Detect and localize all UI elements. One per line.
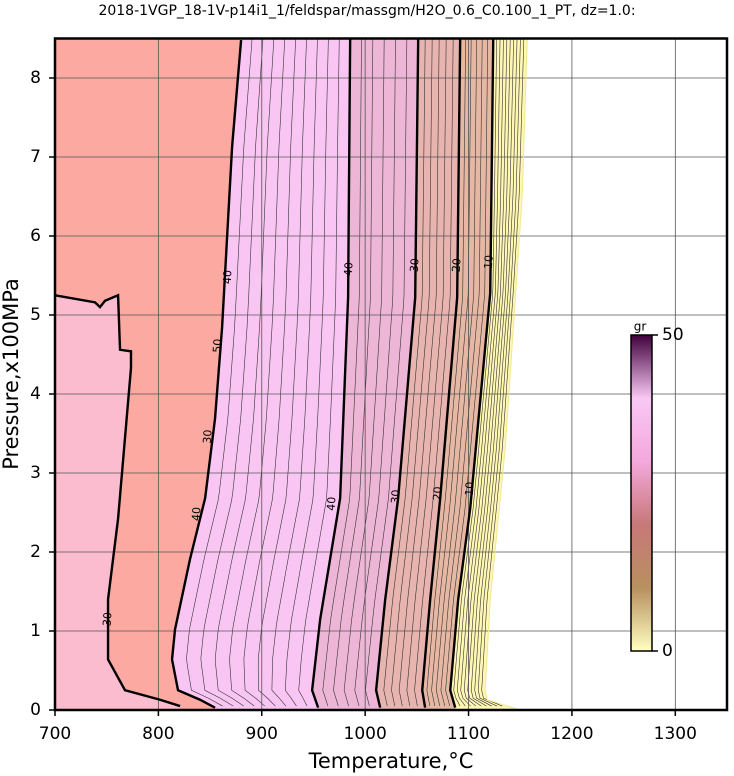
- contour-label: 40: [342, 262, 356, 277]
- fills: [55, 38, 727, 710]
- contour-label: 40: [190, 507, 204, 522]
- contour-label: 20: [450, 258, 464, 273]
- contour-line: [484, 38, 528, 710]
- x-tick-label: 1000: [344, 724, 387, 744]
- y-tick-label: 1: [30, 621, 41, 641]
- contour-label: 10: [482, 255, 496, 270]
- thin-contour: [214, 38, 275, 707]
- thin-contour: [398, 38, 440, 707]
- contour-label: 50: [211, 338, 225, 353]
- thin-contour: [271, 38, 318, 707]
- contours: [55, 38, 528, 710]
- thin-contour: [229, 38, 285, 707]
- thin-contour: [243, 38, 296, 707]
- thin-contours: [186, 38, 525, 707]
- y-tick-label: 2: [30, 542, 41, 562]
- contour-line: [170, 39, 243, 709]
- x-tick-label: 900: [246, 724, 278, 744]
- thin-contour: [365, 38, 408, 707]
- thin-contour: [257, 38, 307, 707]
- contour-line: [374, 38, 420, 708]
- contour-line: [421, 38, 462, 708]
- contour-line: [310, 38, 352, 709]
- colorbar: gr 0 50: [630, 320, 684, 661]
- thin-contour: [467, 38, 511, 707]
- contour-label: 20: [431, 486, 445, 501]
- thin-contour: [333, 38, 374, 707]
- contour-label: 40: [325, 496, 339, 511]
- colorbar-tick-label: 0: [662, 641, 673, 661]
- thin-contour: [343, 38, 385, 707]
- thin-contour: [456, 38, 501, 707]
- thin-contour: [463, 38, 508, 707]
- thin-contour: [186, 38, 253, 707]
- thin-contour: [298, 38, 340, 707]
- contour-line: [449, 38, 495, 708]
- thin-contour: [406, 38, 447, 707]
- x-tick-label: 800: [142, 724, 174, 744]
- y-tick-label: 0: [30, 700, 41, 720]
- thin-contour: [470, 38, 514, 707]
- chart-title: 2018-1VGP_18-1V-p14i1_1/feldspar/massgm/…: [98, 3, 635, 19]
- colorbar-tick-label: 50: [662, 325, 684, 345]
- y-axis-label: Pressure,x100MPa: [0, 278, 23, 470]
- thin-contour: [474, 38, 518, 707]
- y-tick-label: 7: [30, 147, 41, 167]
- thin-contour: [391, 38, 433, 707]
- y-tick-label: 3: [30, 463, 41, 483]
- y-tick-label: 8: [30, 68, 41, 88]
- contour-label: 30: [408, 258, 422, 273]
- thin-contour: [200, 38, 264, 707]
- x-tick-label: 1100: [447, 724, 490, 744]
- axes: 700 800 900 1000 1100 1200 1300 0 1 2 3 4 5 6 7 8: [30, 68, 697, 744]
- thin-contour: [414, 38, 454, 707]
- contour-label: 30: [201, 429, 215, 444]
- contour-labels: 30 40 50 30 40 40 40 30 30 20 20 10 10: [101, 255, 496, 627]
- y-tick-label: 5: [30, 305, 41, 325]
- thin-contour: [383, 38, 426, 707]
- x-axis-label: Temperature,°C: [308, 749, 474, 773]
- contour-label: 30: [389, 489, 403, 504]
- x-tick-label: 700: [39, 724, 71, 744]
- contour-label: 40: [221, 270, 235, 285]
- thin-contour: [322, 38, 362, 707]
- thin-contour: [435, 38, 477, 707]
- region-fill: [55, 295, 181, 710]
- colorbar-label: gr: [634, 320, 647, 334]
- thin-contour: [426, 38, 466, 707]
- contour-label: 10: [463, 481, 477, 496]
- thin-contour: [431, 38, 472, 707]
- thin-contour: [440, 38, 483, 707]
- colorbar-box: [630, 334, 653, 652]
- x-tick-label: 1300: [654, 724, 697, 744]
- thin-contour: [445, 38, 489, 707]
- thin-contour: [453, 38, 497, 707]
- thin-contour: [481, 38, 525, 707]
- y-tick-label: 6: [30, 226, 41, 246]
- contour-label: 30: [101, 612, 115, 627]
- thin-contour: [477, 38, 521, 707]
- contour-line: [55, 293, 181, 708]
- frame: [53, 37, 729, 712]
- x-tick-label: 1200: [550, 724, 593, 744]
- thin-contour: [284, 38, 329, 707]
- y-tick-label: 4: [30, 384, 41, 404]
